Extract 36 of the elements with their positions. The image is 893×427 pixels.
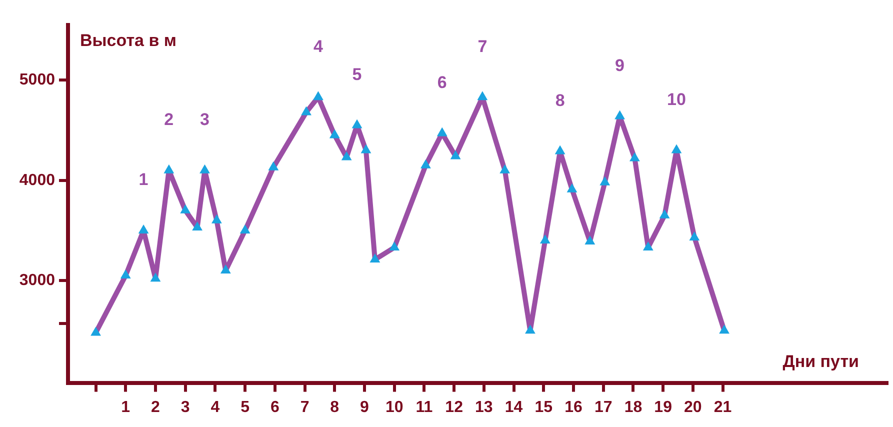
annotation: 1 — [138, 170, 148, 190]
x-tick-label: 3 — [180, 398, 190, 416]
annotation: 10 — [667, 90, 686, 109]
x-tick-label: 16 — [564, 398, 582, 416]
annotation: 9 — [615, 56, 625, 75]
x-tick-label: 4 — [210, 398, 220, 416]
x-tick-label: 15 — [534, 398, 553, 416]
x-tick-label: 10 — [385, 398, 404, 416]
y-tick-label: 3000 — [19, 272, 56, 289]
x-tick-label: 17 — [594, 398, 612, 416]
annotation: 2 — [164, 110, 174, 130]
y-tick-label: 5000 — [19, 72, 56, 89]
x-tick-label: 7 — [300, 398, 310, 416]
x-tick-label: 18 — [624, 398, 642, 416]
annotation: 5 — [352, 64, 362, 84]
y-axis-title: Высота в м — [80, 31, 176, 50]
annotation: 6 — [437, 72, 447, 92]
x-tick-label: 21 — [714, 398, 732, 416]
x-tick-label: 19 — [654, 398, 672, 416]
x-tick-label: 12 — [445, 398, 464, 416]
annotation: 8 — [555, 90, 565, 110]
x-tick-label: 11 — [416, 398, 433, 416]
x-tick-label: 8 — [330, 398, 340, 416]
x-tick-label: 2 — [151, 398, 160, 416]
x-tick-label: 20 — [684, 398, 702, 416]
x-tick-label: 1 — [121, 398, 130, 416]
annotation: 7 — [478, 36, 488, 56]
x-tick-label: 6 — [270, 398, 280, 416]
x-tick-label: 5 — [240, 398, 250, 416]
annotation: 3 — [200, 110, 210, 130]
x-tick-label: 9 — [360, 398, 370, 416]
x-axis-title: Дни пути — [782, 352, 859, 371]
y-tick-label: 4000 — [19, 172, 56, 189]
x-tick-label: 13 — [475, 398, 493, 416]
x-tick-label: 14 — [504, 398, 523, 416]
annotation: 4 — [313, 36, 324, 56]
